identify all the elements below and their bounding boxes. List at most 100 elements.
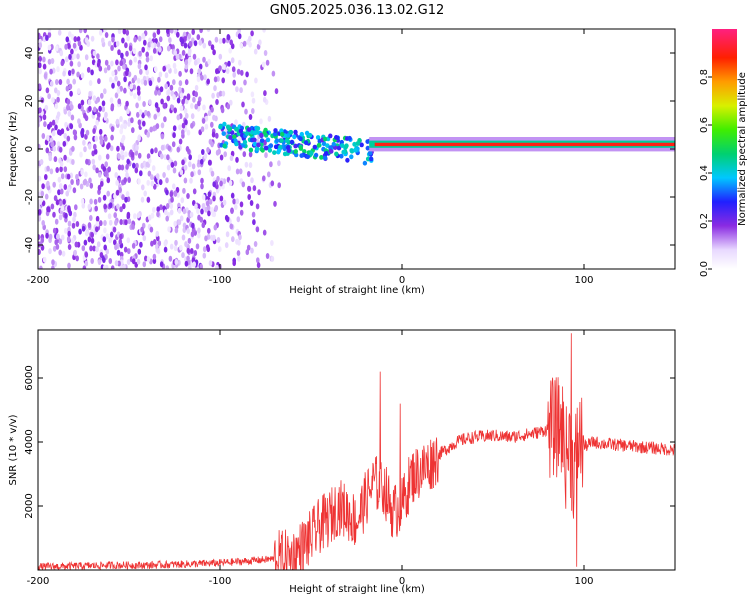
spectrogram-cell (120, 164, 125, 171)
spectrogram-cell (230, 192, 235, 199)
spectrogram-cell (64, 227, 68, 234)
spectrogram-cell (52, 145, 57, 152)
spectrogram-cell (173, 220, 177, 227)
spectrogram-cell (231, 66, 236, 73)
spectrogram-cell (124, 42, 128, 49)
spectrogram-cell (277, 160, 281, 167)
spectrogram-cell (160, 144, 165, 151)
spectrogram-cell (39, 159, 44, 165)
spectrogram-cell (38, 198, 43, 205)
spectrogram-cell (48, 233, 53, 240)
spectrogram-cell (78, 228, 82, 235)
spectrogram-cell (77, 40, 82, 47)
spectrogram-cell (125, 163, 129, 170)
spectrogram-cell (293, 149, 298, 154)
spectrogram-cell (206, 78, 210, 85)
spectrogram-cell (193, 40, 198, 47)
spectrogram-cell (52, 211, 56, 218)
spectrogram-cell (140, 196, 145, 203)
spectrogram-cell (280, 131, 285, 137)
spectrogram-cell (169, 243, 174, 250)
spectrogram-cell (173, 190, 178, 197)
spectrogram-cell (156, 29, 161, 35)
spectrogram-cell (136, 212, 141, 219)
spectrogram-cell (91, 59, 96, 66)
spectrogram-cell (103, 220, 107, 226)
spectrogram-cell (163, 246, 168, 253)
spectrogram-cell (210, 44, 215, 51)
spectrogram-cell (234, 119, 238, 126)
spectrogram-cell (160, 153, 164, 160)
spectrogram-cell (111, 70, 115, 77)
spectrogram-cell (221, 63, 226, 70)
spectrogram-cell (135, 144, 139, 151)
spectrogram-cell (119, 116, 123, 122)
spectrogram-cell (298, 146, 304, 151)
spectrogram-cell (81, 225, 86, 232)
spectrogram-cell (48, 155, 53, 162)
spectrogram-cell (85, 129, 90, 136)
spectrogram-cell (194, 84, 199, 91)
spectrogram-cell (270, 240, 274, 246)
spectrogram-cell (279, 138, 284, 144)
spectrogram-cell (141, 184, 145, 191)
spectrogram-cell (106, 177, 111, 184)
spectrogram-cell (246, 244, 251, 251)
spectrogram-cell (159, 261, 164, 268)
spectrogram-cell (229, 39, 233, 46)
spectrogram-cell (105, 233, 109, 240)
spectrogram-cell (156, 41, 161, 48)
spectrogram-cell (365, 145, 370, 151)
spectrogram-cell (38, 215, 42, 222)
spectrogram-cell (50, 203, 55, 210)
spectrogram-cell (230, 208, 234, 214)
spectrogram-cell (137, 89, 141, 96)
spectrogram-cell (41, 133, 46, 139)
x-tick-label: 100 (574, 576, 593, 587)
spectrogram-cell (55, 79, 59, 85)
spectrogram-cell (38, 83, 42, 90)
spectrogram-cell (146, 153, 151, 160)
spectrogram-cell (76, 179, 80, 186)
spectrogram-cell (119, 206, 123, 213)
spectrogram-cell (243, 79, 247, 86)
spectrogram-cell (93, 143, 97, 150)
spectrogram-cell (124, 219, 128, 226)
spectrogram-cell (200, 74, 204, 81)
spectrogram-cell (54, 45, 59, 52)
spectrogram-cell (179, 92, 184, 99)
spectrogram-cell (232, 79, 236, 86)
spectrogram-axes: -200 -100 0 100 40 20 0 -20 -40 (24, 29, 675, 286)
spectrogram-cell (215, 132, 219, 139)
spectrogram-cell (76, 88, 81, 94)
spectrogram-cell (132, 162, 136, 169)
spectrogram-cell (110, 103, 115, 110)
spectrogram-cell (197, 169, 202, 176)
spectrogram-cell (99, 220, 103, 227)
spectrogram-cell (118, 238, 123, 245)
spectrogram-cell (204, 115, 209, 122)
spectrogram-cell (150, 174, 154, 181)
spectrogram-cell (158, 179, 163, 186)
spectrogram-cell (282, 151, 288, 157)
spectrogram-cell (293, 129, 298, 135)
spectrogram-cell (117, 164, 122, 171)
spectrogram-cell (102, 264, 107, 269)
spectrogram-cell (82, 139, 86, 146)
spectrogram-cell (190, 171, 194, 178)
spectrogram-cell (292, 134, 297, 140)
spectrogram-cell (143, 190, 147, 197)
spectrogram-cell (181, 252, 185, 259)
spectrogram-cell (143, 39, 147, 46)
spectrogram-cell (121, 37, 125, 44)
spectrogram-cell (68, 53, 72, 60)
spectrogram-cell (244, 108, 248, 115)
spectrogram-cell (96, 241, 101, 248)
spectrogram-cell (60, 173, 65, 180)
spectrogram-cell (323, 155, 328, 161)
spectrogram-cell (83, 29, 87, 34)
spectrogram-cell (202, 246, 207, 253)
spectrogram-cell (66, 78, 70, 85)
spectrogram-cell (58, 146, 63, 153)
y-tick-label: 4000 (24, 429, 35, 454)
